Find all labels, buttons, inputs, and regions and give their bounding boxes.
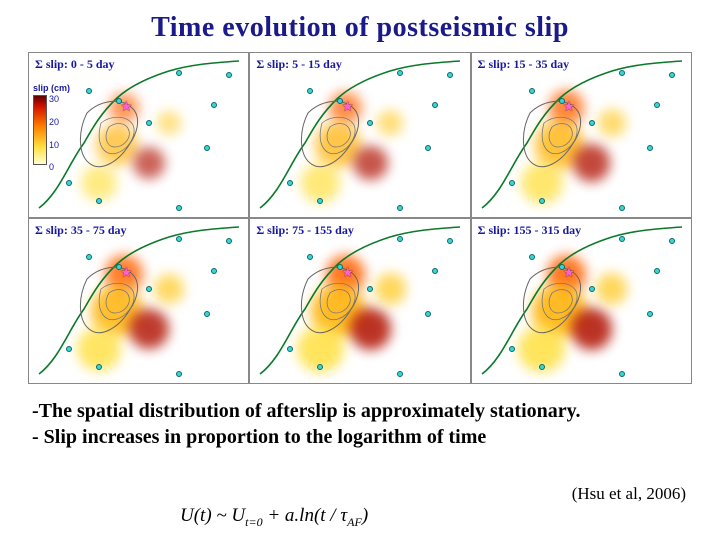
- formula-rhs: ): [362, 505, 368, 526]
- station-marker: [669, 72, 675, 78]
- station-marker: [226, 238, 232, 244]
- colorbar: slip (cm)3020100: [33, 83, 70, 165]
- station-marker: [176, 205, 182, 211]
- station-marker: [529, 254, 535, 260]
- formula: U(t) ~ Ut=0 + a.ln(t / τAF): [180, 505, 368, 530]
- panel-label: Σ slip: 15 - 35 day: [478, 57, 570, 72]
- panel-grid: Σ slip: 0 - 5 day★slip (cm)3020100Σ slip…: [28, 52, 692, 384]
- map-panel: Σ slip: 75 - 155 day ★: [250, 219, 469, 383]
- station-marker: [654, 268, 660, 274]
- station-marker: [204, 145, 210, 151]
- station-marker: [619, 371, 625, 377]
- station-marker: [539, 198, 545, 204]
- epicenter-star-icon: ★: [120, 265, 133, 282]
- station-marker: [619, 70, 625, 76]
- station-marker: [509, 346, 515, 352]
- panel-label: Σ slip: 35 - 75 day: [35, 223, 127, 238]
- panel-label: Σ slip: 155 - 315 day: [478, 223, 582, 238]
- formula-sub2: AF: [347, 515, 362, 529]
- colorbar-tick: 20: [49, 118, 59, 127]
- station-marker: [589, 286, 595, 292]
- station-marker: [86, 88, 92, 94]
- station-marker: [176, 236, 182, 242]
- citation-text: (Hsu et al, 2006): [572, 484, 686, 504]
- bullet-2: - Slip increases in proportion to the lo…: [32, 424, 688, 450]
- station-marker: [619, 205, 625, 211]
- station-marker: [96, 364, 102, 370]
- station-marker: [619, 236, 625, 242]
- colorbar-tick: 30: [49, 95, 59, 104]
- map-panel: Σ slip: 15 - 35 day ★: [472, 53, 691, 217]
- colorbar-tick: 10: [49, 141, 59, 150]
- panel-label: Σ slip: 0 - 5 day: [35, 57, 115, 72]
- formula-mid: + a.ln(t / τ: [263, 505, 348, 526]
- epicenter-star-icon: ★: [563, 265, 576, 282]
- station-marker: [509, 180, 515, 186]
- colorbar-tick: 0: [49, 163, 54, 172]
- station-marker: [146, 120, 152, 126]
- station-marker: [176, 70, 182, 76]
- bullet-1: -The spatial distribution of afterslip i…: [32, 398, 688, 424]
- station-marker: [589, 120, 595, 126]
- map-panel: Σ slip: 0 - 5 day ★ slip (cm) 30 20 10 0: [29, 53, 248, 217]
- map-overlay: [472, 53, 691, 217]
- station-marker: [211, 268, 217, 274]
- page-title: Time evolution of postseismic slip: [0, 0, 720, 52]
- map-overlay: [250, 53, 469, 217]
- map-overlay: [29, 219, 248, 383]
- colorbar-gradient: [33, 95, 47, 165]
- map-overlay: [250, 219, 469, 383]
- bullet-list: -The spatial distribution of afterslip i…: [32, 398, 688, 450]
- station-marker: [176, 371, 182, 377]
- station-marker: [226, 72, 232, 78]
- map-panel: Σ slip: 5 - 15 day ★: [250, 53, 469, 217]
- colorbar-title: slip (cm): [33, 83, 70, 93]
- station-marker: [654, 102, 660, 108]
- epicenter-star-icon: ★: [341, 99, 354, 116]
- formula-sub1: t=0: [245, 515, 262, 529]
- station-marker: [647, 311, 653, 317]
- station-marker: [66, 346, 72, 352]
- station-marker: [86, 254, 92, 260]
- epicenter-star-icon: ★: [341, 265, 354, 282]
- station-marker: [647, 145, 653, 151]
- epicenter-star-icon: ★: [563, 99, 576, 116]
- station-marker: [211, 102, 217, 108]
- station-marker: [96, 198, 102, 204]
- map-overlay: [472, 219, 691, 383]
- station-marker: [66, 180, 72, 186]
- map-panel: Σ slip: 155 - 315 day ★: [472, 219, 691, 383]
- station-marker: [204, 311, 210, 317]
- station-marker: [669, 238, 675, 244]
- panel-label: Σ slip: 75 - 155 day: [256, 223, 354, 238]
- panel-label: Σ slip: 5 - 15 day: [256, 57, 342, 72]
- station-marker: [146, 286, 152, 292]
- map-panel: Σ slip: 35 - 75 day ★: [29, 219, 248, 383]
- station-marker: [539, 364, 545, 370]
- formula-lhs: U(t) ~ U: [180, 505, 245, 526]
- epicenter-star-icon: ★: [120, 99, 133, 116]
- station-marker: [529, 88, 535, 94]
